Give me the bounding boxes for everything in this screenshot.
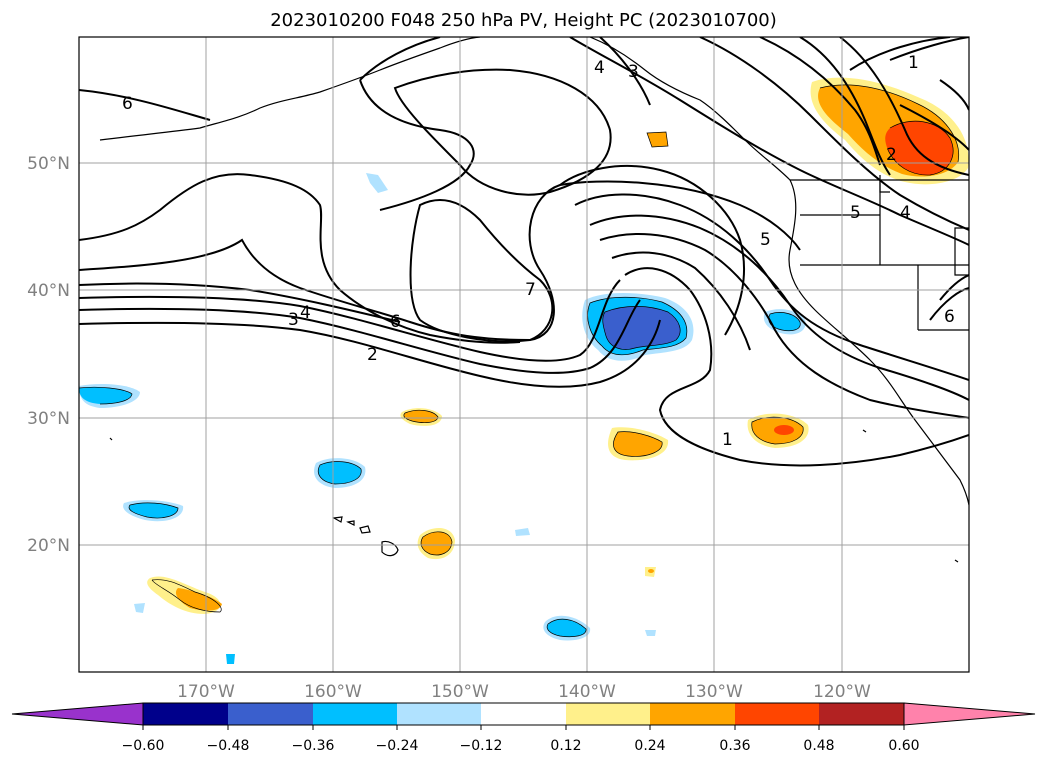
contour-line [624, 267, 969, 467]
longitude-labels: 170°W 160°W 150°W 140°W 130°W 120°W [177, 682, 871, 702]
lon-label: 140°W [558, 682, 616, 702]
pv-negative-area [768, 312, 801, 331]
contour-label: 3 [628, 62, 639, 82]
contour-line [759, 37, 881, 166]
hawaii-islands [381, 540, 399, 557]
pv-outlines [79, 84, 960, 638]
contour-line [799, 37, 891, 176]
contour-line [939, 79, 969, 111]
colorbar-tick-label: −0.48 [207, 738, 250, 754]
colorbar: −0.60 −0.48 −0.36 −0.24 −0.12 0.12 0.24 … [11, 702, 1036, 754]
plot-area [79, 37, 969, 672]
lon-label: 170°W [177, 682, 235, 702]
colorbar-tick-label: 0.36 [719, 738, 750, 754]
contour-label: 1 [722, 430, 733, 450]
colorbar-segment [566, 703, 650, 725]
colorbar-tick-label: 0.48 [803, 738, 834, 754]
colorbar-segment [735, 703, 819, 725]
colorbar-segment [650, 703, 735, 725]
contour-line [839, 37, 969, 176]
contour-line [939, 274, 969, 301]
contour-line [379, 164, 471, 211]
colorbar-segment [481, 703, 566, 725]
contour-label: 6 [122, 94, 133, 114]
contour-line [79, 173, 521, 344]
contour-line [599, 233, 969, 419]
colorbar-tick-label: −0.36 [292, 738, 335, 754]
plot-frame [78, 36, 970, 673]
colorbar-tick-label: −0.60 [122, 738, 165, 754]
contour-line [79, 89, 211, 121]
pv-positive-area [885, 121, 954, 176]
coastlines [99, 37, 969, 563]
alaska-coast [99, 37, 481, 141]
contour-label: 3 [288, 310, 299, 330]
contour-label: 6 [944, 307, 955, 327]
pv-positive-area [613, 431, 663, 457]
colorbar-extend-low [11, 702, 144, 726]
contour-label: 4 [900, 203, 911, 223]
contour-label: 4 [300, 303, 311, 323]
contour-line [599, 37, 651, 106]
height-contours [79, 37, 969, 467]
contour-line [569, 37, 969, 246]
lat-label: 20°N [27, 536, 70, 556]
colorbar-tick-label: 0.60 [888, 738, 919, 754]
contour-line [559, 164, 746, 336]
contour-line [929, 287, 969, 321]
contour-label: 5 [760, 230, 771, 250]
colorbar-tick-label: 0.24 [634, 738, 665, 754]
contour-line [899, 104, 969, 151]
graticule [79, 37, 969, 672]
contour-line [393, 68, 612, 196]
contour-line [359, 79, 475, 166]
colorbar-tick-label: 0.12 [550, 738, 581, 754]
contour-label: 1 [908, 53, 919, 73]
contour-label: 7 [525, 280, 536, 300]
colorbar-tick-label: −0.12 [460, 738, 503, 754]
lat-label: 30°N [27, 409, 70, 429]
lon-label: 130°W [685, 682, 743, 702]
contour-line [79, 319, 661, 388]
colorbar-segment [143, 703, 228, 725]
map-title: 2023010200 F048 250 hPa PV, Height PC (2… [270, 10, 777, 31]
lat-label: 40°N [27, 281, 70, 301]
contour-line [409, 199, 554, 343]
contour-line [589, 214, 969, 401]
contour-label: 4 [594, 58, 605, 78]
contour-line [889, 37, 969, 61]
contour-line [79, 299, 641, 374]
colorbar-segment [397, 703, 481, 725]
contour-line [849, 37, 951, 71]
alaska-coast [589, 37, 969, 506]
contour-labels: 6 4 3 1 2 5 4 5 7 6 3 4 2 6 1 [122, 53, 955, 450]
colorbar-segment [819, 703, 904, 725]
colorbar-extend-high [903, 702, 1036, 726]
colorbar-segment [228, 703, 313, 725]
contour-line [611, 251, 751, 351]
colorbar-tick-label: −0.24 [376, 738, 419, 754]
latitude-labels: 50°N 40°N 30°N 20°N [27, 154, 70, 556]
contour-line [699, 37, 969, 231]
lon-label: 150°W [431, 682, 489, 702]
contour-label: 6 [390, 312, 401, 332]
lon-label: 120°W [813, 682, 871, 702]
contour-label: 2 [367, 345, 378, 365]
pv-negative-area [602, 306, 681, 350]
contour-label: 2 [886, 145, 897, 165]
lon-label: 160°W [304, 682, 362, 702]
colorbar-segment [313, 703, 397, 725]
contour-label: 5 [850, 203, 861, 223]
contour-line [359, 37, 441, 81]
lat-label: 50°N [27, 154, 70, 174]
